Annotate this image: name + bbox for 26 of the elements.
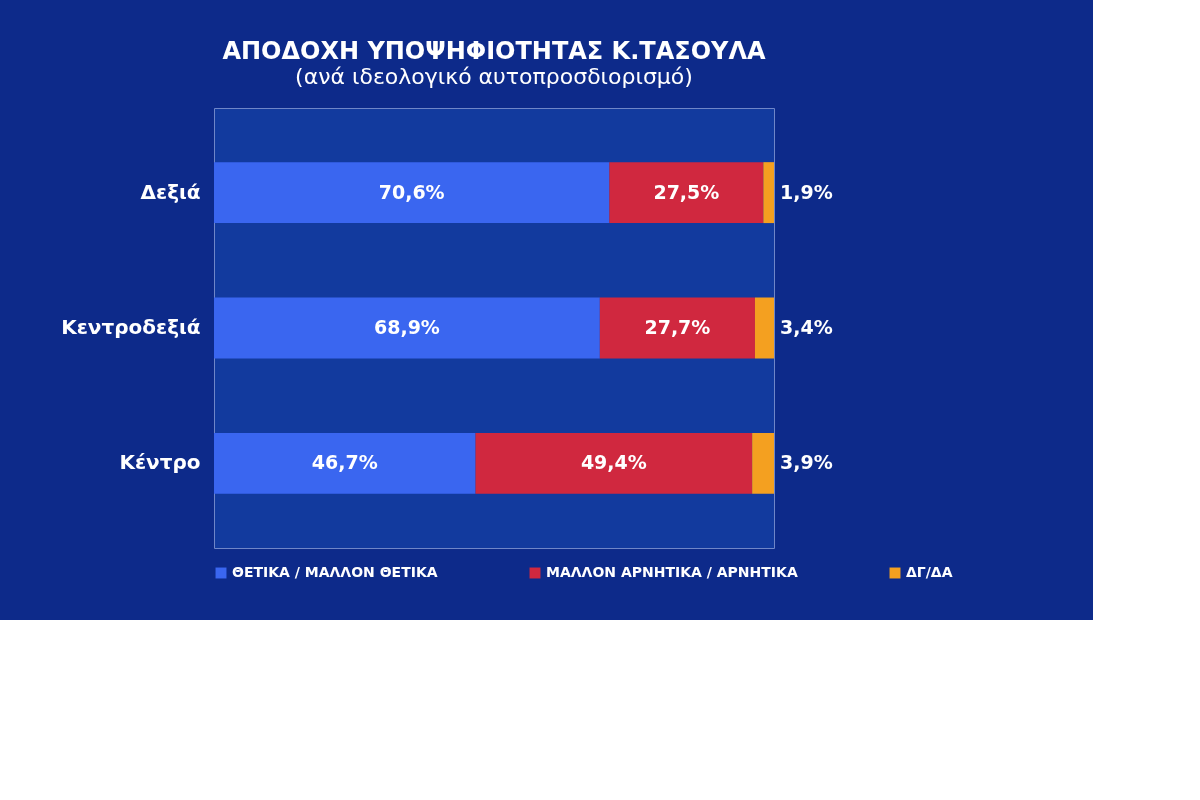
y-tick-label: Κεντροδεξιά (61, 315, 201, 339)
y-tick-label: Δεξιά (140, 179, 201, 204)
data-label: 70,6% (378, 180, 445, 203)
bar (214, 297, 600, 359)
bar (763, 162, 774, 224)
data-label: 49,4% (580, 451, 647, 474)
bar (754, 297, 774, 359)
legend-label: ΜΑΛΛΟΝ ΑΡΝΗΤΙΚΑ / ΑΡΝΗΤΙΚΑ (546, 564, 798, 580)
data-label: 3,4% (780, 316, 833, 338)
data-label: 27,5% (653, 180, 720, 203)
bar (214, 432, 476, 494)
bar (475, 432, 753, 494)
y-tick-label: Κέντρο (119, 450, 201, 475)
legend-label: ΔΓ/ΔΑ (906, 564, 953, 580)
data-label: 1,9% (780, 180, 833, 203)
bar (599, 297, 755, 359)
bar (609, 162, 764, 224)
legend-label: ΘΕΤΙΚΑ / ΜΑΛΛΟΝ ΘΕΤΙΚΑ (232, 564, 438, 580)
data-label: 68,9% (373, 316, 440, 338)
chart-title: ΑΠΟΔΟΧΗ ΥΠΟΨΗΦΙΟΤΗΤΑΣ Κ.ΤΑΣΟΥΛΑ (222, 37, 767, 65)
data-label: 27,7% (644, 316, 711, 338)
data-label: 3,9% (780, 451, 833, 474)
bar (752, 432, 774, 494)
data-label: 46,7% (311, 451, 378, 474)
chart-subtitle: (ανά ιδεολογικό αυτοπροσδιορισμό) (295, 64, 693, 89)
bar (214, 162, 610, 224)
